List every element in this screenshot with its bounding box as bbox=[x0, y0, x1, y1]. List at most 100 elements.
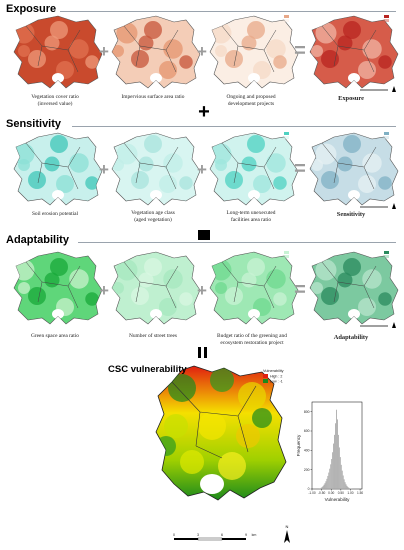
label-vegetation-age: Vegetation age class (aged vegetation) bbox=[131, 210, 175, 223]
map-texture bbox=[159, 298, 177, 316]
histogram-bar bbox=[321, 487, 323, 489]
histogram-bar bbox=[324, 483, 326, 489]
label-green-space: Green space area ratio bbox=[30, 333, 80, 339]
map-texture bbox=[273, 55, 287, 69]
map-texture bbox=[144, 21, 162, 39]
legend-swatch-low bbox=[384, 255, 389, 258]
map-texture bbox=[56, 175, 74, 193]
map-texture bbox=[378, 55, 392, 69]
legend-swatch-low bbox=[384, 136, 389, 139]
legend-swatch-low bbox=[263, 379, 268, 383]
map-texture bbox=[179, 292, 193, 306]
map-panel bbox=[111, 132, 201, 206]
label-exposure-result: Exposure bbox=[338, 95, 364, 102]
map-texture bbox=[266, 39, 286, 59]
map-texture bbox=[215, 282, 227, 294]
map-panel bbox=[209, 15, 299, 89]
map-texture bbox=[266, 269, 286, 289]
map-hole bbox=[150, 190, 162, 200]
map-hole bbox=[348, 309, 360, 319]
map-texture bbox=[273, 176, 287, 190]
map-texture bbox=[215, 159, 227, 171]
label-unexecuted-facilities: Long-term unexecuted facilities area rat… bbox=[226, 210, 276, 223]
district-boundary bbox=[221, 261, 277, 309]
north-arrow-icon bbox=[392, 322, 396, 328]
vulnerability-hole bbox=[200, 474, 224, 494]
plus-operator: + bbox=[99, 160, 109, 179]
scale-bar-segment bbox=[174, 538, 198, 540]
adaptability-divider bbox=[78, 242, 396, 243]
map-texture bbox=[362, 39, 382, 59]
equals-operator: = bbox=[294, 279, 306, 301]
map-texture bbox=[85, 55, 99, 69]
map-texture bbox=[378, 176, 392, 190]
map-texture bbox=[362, 153, 382, 173]
map-hole bbox=[248, 73, 260, 83]
map-texture bbox=[144, 135, 162, 153]
vulnerability-legend-title: Vulnerability bbox=[263, 369, 284, 373]
histogram-bar bbox=[337, 434, 339, 489]
exposure-divider bbox=[60, 11, 396, 12]
vulnerability-texture bbox=[252, 408, 272, 428]
histogram-bar bbox=[337, 419, 338, 489]
map-texture bbox=[69, 153, 89, 173]
map-texture bbox=[69, 269, 89, 289]
histogram-bar bbox=[336, 409, 337, 489]
map-texture bbox=[247, 258, 265, 276]
x-tick-label: 0.50 bbox=[338, 491, 344, 495]
district-boundary bbox=[25, 25, 81, 73]
vulnerability-texture bbox=[164, 414, 188, 438]
vulnerability-texture bbox=[156, 436, 176, 456]
label-sensitivity-result: Sensitivity bbox=[336, 211, 366, 218]
plus-operator: + bbox=[99, 281, 109, 300]
map-texture bbox=[144, 258, 162, 276]
map-texture bbox=[343, 135, 361, 153]
map-texture bbox=[210, 143, 232, 165]
legend-swatch-low bbox=[284, 255, 289, 258]
x-tick-label: 1.50 bbox=[357, 491, 363, 495]
section-equals-operator bbox=[204, 347, 207, 358]
map-hole bbox=[248, 190, 260, 200]
map-texture bbox=[311, 45, 323, 57]
scale-bar-label: km bbox=[252, 533, 257, 537]
map-texture bbox=[116, 143, 138, 165]
histogram-bar bbox=[346, 485, 348, 489]
y-tick-label: 800 bbox=[304, 410, 310, 414]
map-hole bbox=[248, 309, 260, 319]
map-texture bbox=[28, 287, 46, 305]
panels-layer bbox=[13, 15, 399, 328]
map-texture bbox=[163, 269, 183, 289]
plus-operator: + bbox=[197, 160, 207, 179]
district-boundary bbox=[25, 261, 81, 309]
histogram-bar bbox=[349, 488, 351, 489]
map-texture bbox=[337, 35, 353, 51]
histogram-bar bbox=[319, 488, 321, 489]
map-texture bbox=[378, 292, 392, 306]
district-boundary bbox=[321, 25, 377, 73]
map-panel bbox=[111, 15, 201, 89]
legend-swatch-high bbox=[384, 15, 389, 18]
legend-swatch-high bbox=[384, 132, 389, 135]
district-boundary bbox=[25, 142, 81, 190]
vulnerability-texture bbox=[168, 374, 196, 402]
map-texture bbox=[85, 292, 99, 306]
map-texture bbox=[311, 159, 323, 171]
map-texture bbox=[273, 292, 287, 306]
scale-bar: 0 3 6 9 km bbox=[173, 533, 257, 541]
histogram-bar bbox=[327, 475, 329, 489]
map-texture bbox=[321, 171, 339, 189]
y-tick-label: 400 bbox=[304, 449, 310, 453]
scale-bar-segment bbox=[197, 537, 223, 541]
map-texture bbox=[225, 287, 243, 305]
map-texture bbox=[358, 61, 376, 79]
label-soil-erosion: Soil erosion potential bbox=[31, 211, 79, 217]
map-panel bbox=[13, 251, 103, 325]
y-axis-label: Frequency bbox=[296, 434, 301, 456]
sensitivity-divider bbox=[72, 126, 396, 127]
map-hole bbox=[52, 73, 64, 83]
vulnerability-map-body bbox=[155, 365, 287, 501]
map-texture bbox=[18, 45, 30, 57]
legend-swatch-low bbox=[384, 19, 389, 22]
scale-bar-label: 3 bbox=[197, 533, 199, 537]
y-tick-label: 600 bbox=[304, 429, 310, 433]
